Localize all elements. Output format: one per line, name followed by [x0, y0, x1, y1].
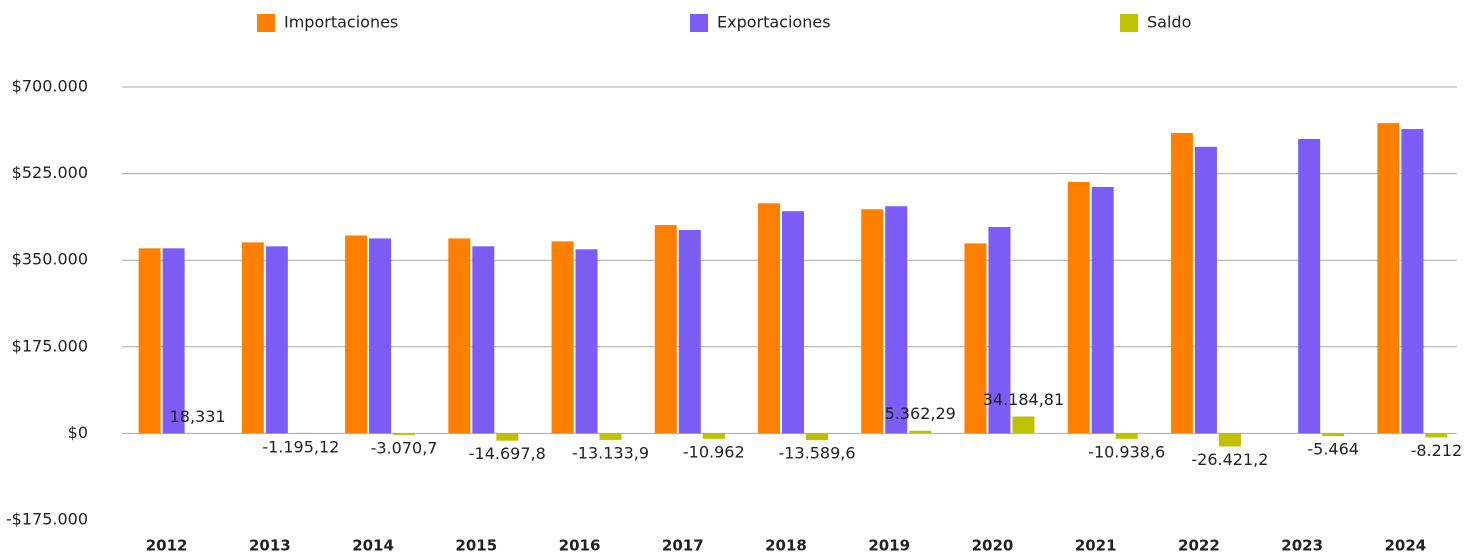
bar: [1170, 133, 1193, 434]
legend-label: Importaciones: [284, 13, 398, 32]
data-label: -26.421,2: [1191, 450, 1268, 469]
x-tick-label: 2021: [1075, 537, 1117, 555]
bar: [1218, 433, 1241, 447]
data-label: -10.938,6: [1088, 442, 1165, 461]
data-label: -13.589,6: [778, 444, 855, 463]
bar: [1425, 433, 1448, 438]
x-tick-label: 2012: [146, 537, 188, 555]
bar: [861, 209, 884, 434]
legend-swatch: [1120, 14, 1138, 32]
bar: [1298, 138, 1321, 434]
y-tick-label: -$175.000: [6, 510, 88, 529]
data-label: -1.195,12: [262, 437, 339, 456]
x-tick-label: 2022: [1178, 537, 1220, 555]
bar: [1322, 433, 1345, 437]
legend-swatch: [690, 14, 708, 32]
bar: [1067, 182, 1090, 434]
bar: [678, 230, 701, 434]
bar: [472, 246, 495, 434]
data-label: -10.962: [683, 442, 745, 461]
legend-swatch: [257, 14, 275, 32]
y-tick-label: $175.000: [12, 336, 88, 355]
x-tick-label: 2017: [662, 537, 704, 555]
bar: [885, 206, 908, 434]
bar: [782, 211, 804, 434]
data-label: 18,331: [170, 407, 226, 426]
bar: [1115, 433, 1138, 439]
bar: [289, 433, 312, 434]
x-tick-label: 2015: [455, 537, 497, 555]
bar: [162, 248, 185, 434]
bar: [1012, 416, 1035, 434]
bar: [496, 433, 519, 441]
bar: [138, 248, 161, 434]
bar: [599, 433, 622, 440]
bar: [369, 238, 392, 434]
bar: [393, 433, 416, 435]
bar: [448, 238, 471, 434]
data-label: -13.133,9: [572, 443, 649, 462]
legend-label: Exportaciones: [717, 13, 831, 32]
bar: [265, 246, 288, 434]
data-label: -14.697,8: [469, 444, 546, 463]
data-label: 5.362,29: [885, 404, 956, 423]
data-label: -3.070,7: [371, 438, 438, 457]
x-tick-label: 2018: [765, 537, 807, 555]
x-tick-label: 2023: [1281, 537, 1323, 555]
legend-label: Saldo: [1147, 13, 1191, 32]
x-tick-label: 2019: [868, 537, 910, 555]
bar: [758, 203, 780, 434]
bar: [702, 433, 725, 439]
bar: [964, 243, 987, 434]
y-tick-label: $0: [68, 423, 88, 442]
y-tick-label: $700.000: [12, 77, 88, 96]
data-label: -5.464: [1307, 440, 1359, 459]
x-tick-label: 2024: [1385, 537, 1427, 555]
x-tick-label: 2016: [559, 537, 601, 555]
bar: [909, 430, 932, 434]
bar: [654, 225, 677, 434]
bar: [551, 241, 574, 434]
bar: [1194, 146, 1217, 434]
bar: [1377, 123, 1400, 434]
data-label: 34.184,81: [983, 390, 1064, 409]
x-tick-label: 2013: [249, 537, 291, 555]
bar: [806, 433, 828, 441]
bar: [1091, 186, 1114, 434]
bar: [1401, 129, 1424, 434]
data-label: -8.212: [1411, 441, 1463, 460]
y-tick-label: $525.000: [12, 163, 88, 182]
bar: [988, 227, 1011, 434]
bar: [345, 235, 368, 434]
x-tick-label: 2020: [972, 537, 1014, 555]
y-tick-label: $350.000: [12, 250, 88, 269]
x-tick-label: 2014: [352, 537, 394, 555]
bar: [241, 242, 264, 434]
bar: [575, 249, 598, 434]
